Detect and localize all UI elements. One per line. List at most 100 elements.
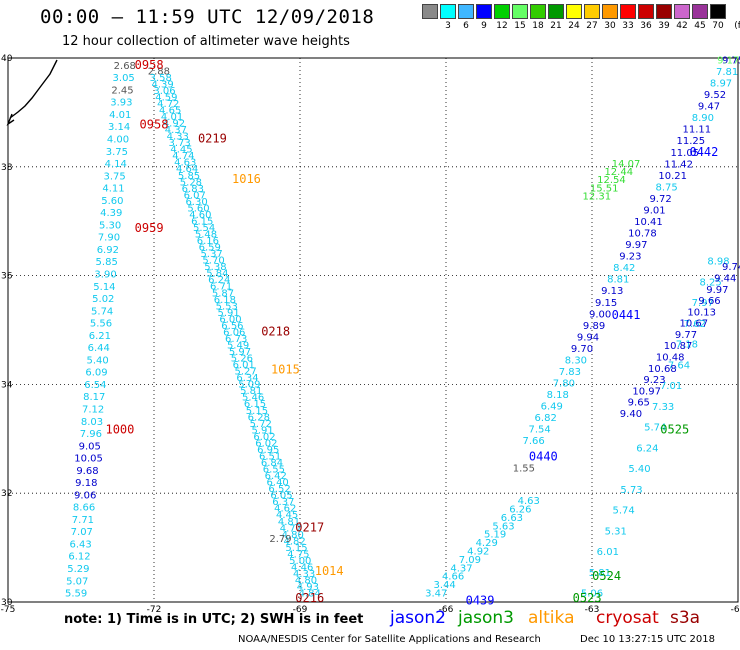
- swh-value-label: 7.33: [652, 402, 674, 413]
- swh-value-label: 4.37: [450, 563, 472, 574]
- swh-value-label: 9.74: [722, 262, 740, 273]
- swh-value-label: 6.05: [270, 491, 292, 502]
- legend-swatch: [710, 4, 726, 19]
- legend-swatch: [602, 4, 618, 19]
- swh-value-label: 5.37: [201, 249, 223, 260]
- swh-value-label: 6.24: [208, 275, 230, 286]
- swh-value-label: 6.18: [214, 295, 236, 306]
- swh-value-label: 10.68: [648, 364, 677, 375]
- swh-value-label: 4.92: [467, 547, 489, 558]
- swh-value-label: 5.15: [246, 406, 268, 417]
- swh-value-label: 5.63: [492, 521, 514, 532]
- swh-value-label: 9.52: [704, 90, 726, 101]
- swh-value-label: 8.90: [692, 113, 714, 124]
- swh-value-label: 6.44: [88, 343, 110, 354]
- swh-value-label: 6.43: [70, 539, 92, 550]
- swh-value-label: 6.09: [85, 368, 107, 379]
- legend-swatch: [638, 4, 654, 19]
- swh-value-label: 5.02: [92, 294, 114, 305]
- legend-swatch-label: 30: [604, 21, 616, 31]
- legend-swatch-label: 18: [532, 21, 544, 31]
- timestamp-text: Dec 10 13:27:15 UTC 2018: [580, 634, 715, 645]
- pass-time-label: 0442: [689, 145, 718, 159]
- swh-value-label: 6.16: [197, 236, 219, 247]
- swh-value-label: 7.81: [716, 67, 738, 78]
- swh-value-label: 5.06: [581, 589, 603, 600]
- swh-value-label: 4.63: [174, 158, 196, 169]
- chart-title: 00:00 – 11:59 UTC 12/09/2018: [40, 6, 375, 28]
- swh-value-label: 6.40: [267, 478, 289, 489]
- swh-value-label: 6.55: [263, 465, 285, 476]
- coastline: [6, 59, 58, 126]
- swh-value-label: 2.88: [148, 66, 170, 77]
- swh-value-label: 5.84: [206, 269, 228, 280]
- swh-value-label: 6.00: [219, 314, 241, 325]
- swh-value-label: 8.03: [81, 417, 103, 428]
- legend-swatch: [674, 4, 690, 19]
- swh-value-label: 5.85: [96, 257, 118, 268]
- swh-value-label: 9.40: [620, 409, 642, 420]
- swh-value-label: 4.63: [518, 496, 540, 507]
- swh-value-label: 3.05: [113, 73, 135, 84]
- swh-value-label: 4.11: [102, 184, 124, 195]
- swh-value-label: 11.11: [683, 125, 712, 136]
- swh-value-label: 6.95: [257, 445, 279, 456]
- swh-value-label: 6.71: [210, 282, 232, 293]
- swh-value-label: 4.29: [476, 538, 498, 549]
- swh-value-label: 5.72: [250, 419, 272, 430]
- swh-value-label: 10.78: [628, 229, 657, 240]
- swh-value-label: 5.81: [240, 386, 262, 397]
- swh-value-label: 6.73: [225, 334, 247, 345]
- swh-value-label: 2.68: [114, 61, 136, 72]
- swh-value-label: 6.15: [191, 216, 213, 227]
- chart-subtitle: 12 hour collection of altimeter wave hei…: [62, 34, 350, 49]
- swh-value-label: 5.09: [238, 380, 260, 391]
- pass-time-label: 1014: [315, 564, 344, 578]
- legend-swatch-label: 42: [676, 21, 688, 31]
- x-tick-label: -63: [585, 605, 600, 615]
- swh-value-label: 6.30: [185, 197, 207, 208]
- y-tick-label: 40: [1, 54, 13, 64]
- swh-value-label: 3.44: [434, 580, 456, 591]
- swh-value-label: 3.93: [110, 98, 132, 109]
- swh-value-label: 3.47: [425, 589, 447, 600]
- swh-value-label: 4.80: [295, 576, 317, 587]
- swh-value-label: 5.54: [193, 223, 215, 234]
- swh-value-label: 5.29: [67, 564, 89, 575]
- swh-value-label: 9.05: [79, 441, 101, 452]
- swh-value-label: 5.40: [628, 464, 650, 475]
- swh-value-label: 4.64: [176, 164, 198, 175]
- legend-swatch-label: 70: [712, 21, 724, 31]
- legend-swatch: [458, 4, 474, 19]
- swh-value-label: 10.97: [632, 386, 661, 397]
- swh-value-label: 5.19: [484, 530, 506, 541]
- swh-value-label: 3.14: [108, 122, 130, 133]
- swh-value-label: 8.98: [707, 257, 729, 268]
- pass-time-label: 0439: [466, 594, 495, 608]
- swh-value-label: 9.44: [714, 273, 736, 284]
- swh-value-label: 5.73: [620, 485, 642, 496]
- swh-value-label: 5.85: [178, 171, 200, 182]
- swh-value-label: 4.00: [107, 135, 129, 146]
- legend-swatch: [530, 4, 546, 19]
- swh-value-label: 6.01: [233, 360, 255, 371]
- swh-value-label: 6.82: [535, 413, 557, 424]
- swh-value-label: 8.25: [699, 277, 721, 288]
- swh-value-label: 3.90: [94, 269, 116, 280]
- legend-unit: (ft): [734, 21, 740, 31]
- swh-value-label: 9.77: [675, 330, 697, 341]
- swh-value-label: 5.87: [212, 288, 234, 299]
- swh-value-label: 9.72: [649, 194, 671, 205]
- swh-value-label: 8.18: [547, 390, 569, 401]
- swh-value-label: 6.02: [255, 438, 277, 449]
- legend-swatch-label: 3: [445, 21, 451, 31]
- swh-value-label: 7.71: [72, 515, 94, 526]
- swh-value-label: 6.12: [68, 552, 90, 563]
- swh-value-label: 9.00: [589, 309, 611, 320]
- swh-value-label: 6.07: [184, 190, 206, 201]
- swh-value-label: 4.37: [165, 125, 187, 136]
- swh-value-label: 6.54: [84, 380, 106, 391]
- mission-label-jason3: jason3: [458, 608, 514, 628]
- swh-value-label: 6.06: [223, 327, 245, 338]
- swh-value-label: 8.97: [710, 79, 732, 90]
